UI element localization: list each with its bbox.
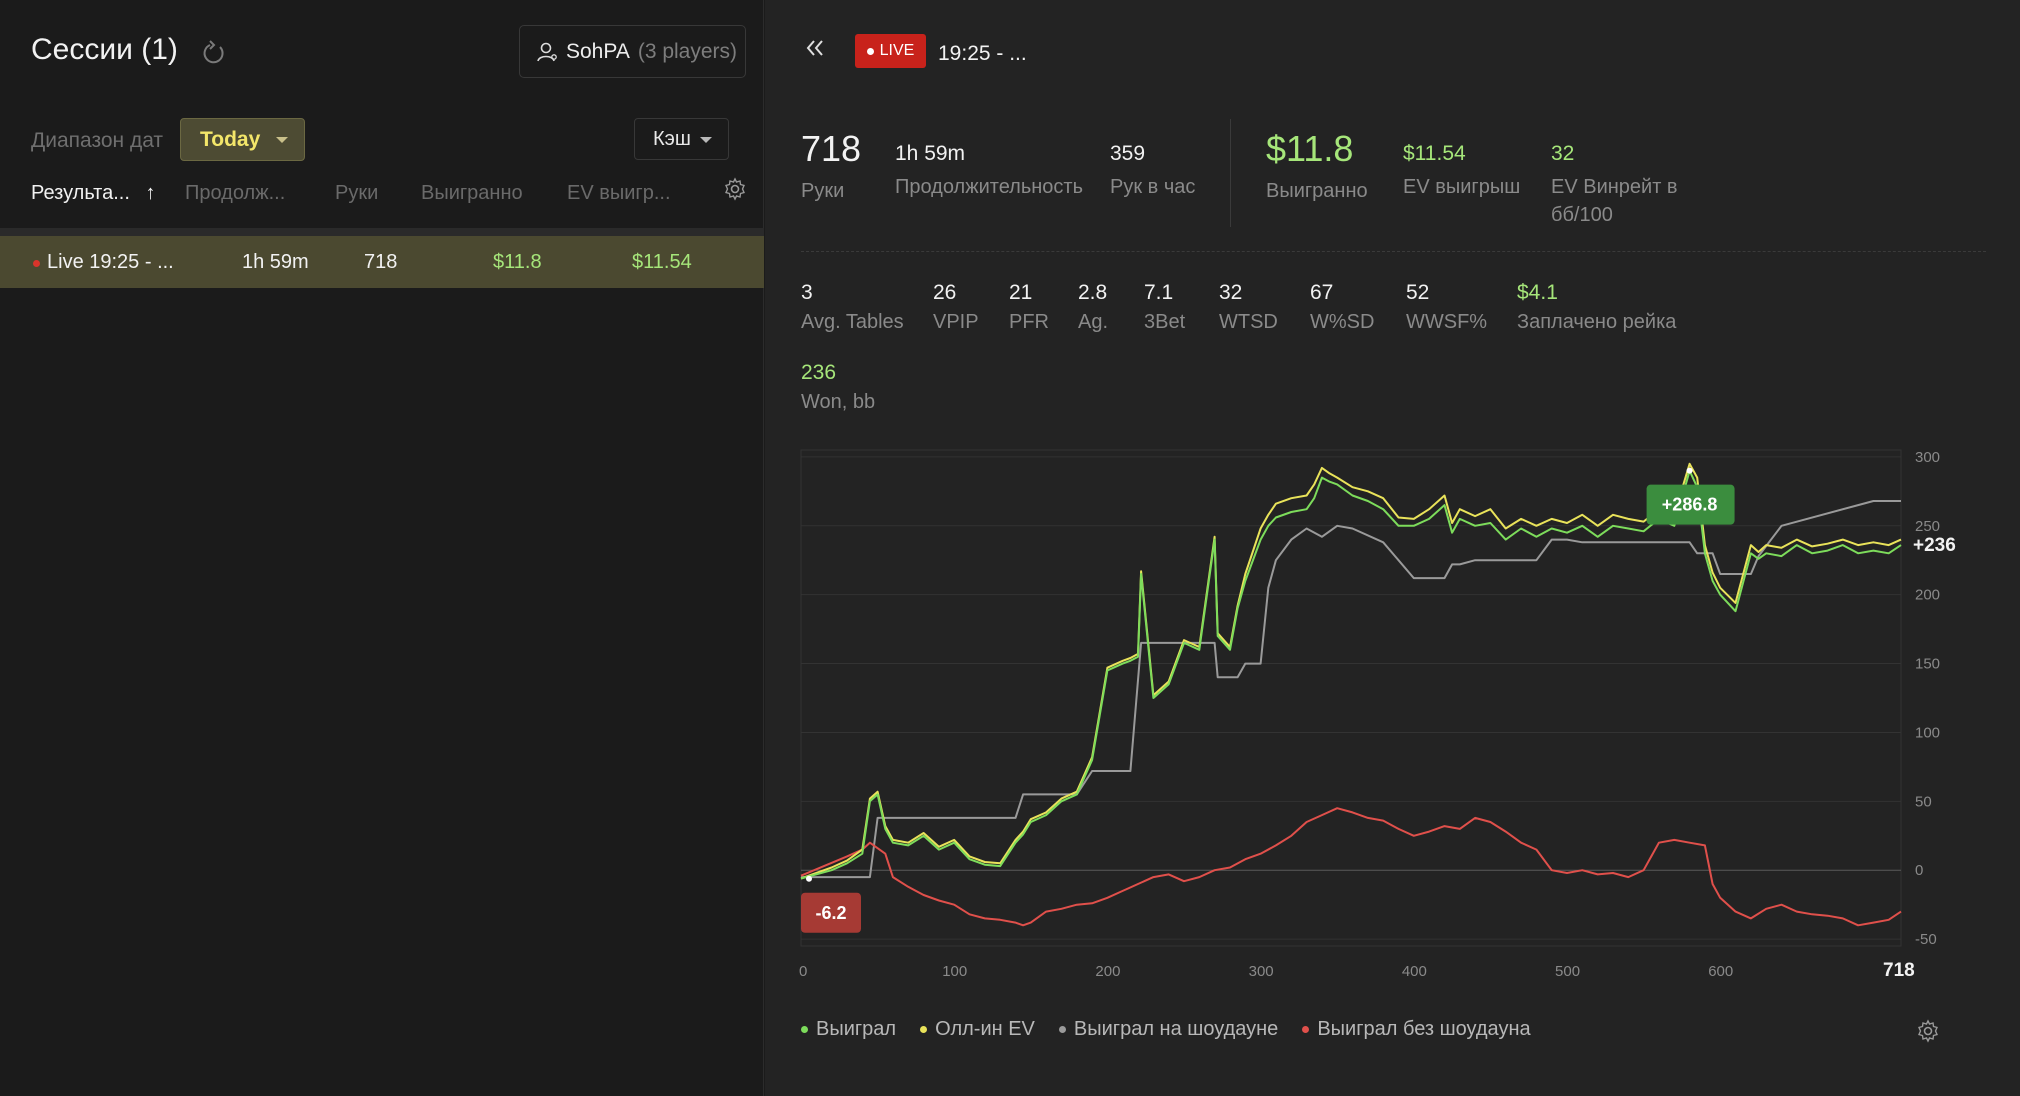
- stat-ag: 2.8 Ag.: [1078, 281, 1109, 333]
- y-tick-label: 200: [1915, 587, 1940, 604]
- x-tick-label: 600: [1708, 963, 1733, 980]
- legend-dot-icon: [1302, 1026, 1310, 1033]
- live-badge: LIVE: [855, 34, 926, 68]
- x-tick-label: 300: [1249, 963, 1274, 980]
- x-tick-label: 200: [1095, 963, 1120, 980]
- stat-wtsd: 32 WTSD: [1219, 281, 1278, 333]
- summary-divider: [1230, 119, 1231, 227]
- min-badge: [801, 892, 861, 933]
- session-time: 19:25 - ...: [938, 42, 1027, 65]
- user-icon: [537, 42, 557, 61]
- player-name: SohPA: [566, 39, 630, 63]
- won-stat: $11.8 Выигранно: [1266, 128, 1368, 202]
- y-tick-label: 300: [1915, 449, 1940, 466]
- game-type-dropdown[interactable]: Кэш: [634, 118, 729, 160]
- stat-3bet: 7.1 3Bet: [1144, 281, 1186, 333]
- live-dot-icon: [866, 47, 874, 55]
- end-value-label: +236: [1913, 535, 1956, 556]
- bankroll-chart[interactable]: 300 250 200 150 100 50 0 -50 0 100 200 300 400 500 600…: [765, 440, 2020, 1000]
- plot-frame: [800, 449, 1902, 947]
- column-hands[interactable]: Руки: [335, 182, 379, 204]
- column-won[interactable]: Выигранно: [421, 182, 523, 204]
- page-title: Сессии (1): [31, 33, 178, 66]
- x-tick-label: 100: [942, 963, 967, 980]
- x-tick-label: 0: [799, 963, 807, 980]
- max-badge: [1646, 484, 1735, 525]
- sessions-panel: Сессии (1) SohPA (3 players) Диапазон да…: [0, 0, 764, 1096]
- live-dot-icon: [33, 260, 40, 267]
- legend-item-showdown[interactable]: Выиграл на шоудауне: [1058, 1018, 1278, 1041]
- session-won: $11.8: [493, 251, 542, 273]
- y-tick-label: 50: [1915, 793, 1932, 810]
- legend-item-allin-ev[interactable]: Олл-ин EV: [920, 1018, 1035, 1041]
- player-count: (3 players): [637, 39, 738, 63]
- session-ev-won: $11.54: [632, 251, 692, 273]
- max-point: [1686, 467, 1693, 474]
- y-tick-label: -50: [1915, 931, 1937, 948]
- x-tick-label: 500: [1555, 963, 1580, 980]
- summary-separator: [801, 251, 1986, 252]
- hands-per-hour-stat: 359 Рук в час: [1110, 142, 1196, 198]
- session-name: Live 19:25 - ...: [47, 251, 174, 273]
- max-label: +286.8: [1662, 495, 1718, 515]
- header-divider: [0, 228, 764, 236]
- session-row[interactable]: Live 19:25 - ... 1h 59m 718 $11.8 $11.54: [0, 236, 764, 288]
- y-tick-label: 150: [1915, 656, 1940, 673]
- duration-stat: 1h 59m Продолжительность: [895, 142, 1083, 198]
- sort-arrow-icon: ↑: [145, 182, 156, 204]
- legend-dot-icon: [801, 1026, 808, 1033]
- session-detail-panel: LIVE 19:25 - ... 718 Руки 1h 59m Продолж…: [765, 0, 2020, 1096]
- min-point: [806, 875, 812, 882]
- y-tick-label: 100: [1915, 724, 1940, 741]
- player-selector[interactable]: SohPA (3 players): [519, 25, 746, 78]
- y-tick-label: 250: [1915, 518, 1940, 535]
- column-result[interactable]: Результа... ↑: [31, 182, 156, 204]
- stat-pfr: 21 PFR: [1009, 281, 1049, 333]
- won-bb-stat: 236 Won, bb: [801, 361, 876, 413]
- series-line: [800, 807, 1902, 927]
- date-range-value: Today: [200, 127, 261, 151]
- date-range-label: Диапазон дат: [31, 129, 164, 152]
- stat-wsd: 67 W%SD: [1310, 281, 1375, 333]
- legend-dot-icon: [1058, 1026, 1066, 1033]
- ev-winrate-stat: 32 EV Винрейт в бб/100: [1551, 142, 1678, 226]
- gear-icon[interactable]: [723, 177, 747, 201]
- stat-wwsf: 52 WWSF%: [1406, 281, 1488, 333]
- legend-item-non-showdown[interactable]: Выиграл без шоудауна: [1302, 1018, 1531, 1041]
- hands-stat: 718 Руки: [801, 128, 862, 202]
- game-type-value: Кэш: [653, 127, 691, 150]
- stat-rake: $4.1 Заплачено рейка: [1517, 281, 1677, 333]
- stat-avg-tables: 3 Avg. Tables: [801, 281, 904, 333]
- session-duration: 1h 59m: [242, 251, 309, 273]
- double-chevron-left-icon[interactable]: [803, 36, 827, 60]
- x-tick-label: 400: [1402, 963, 1427, 980]
- chevron-down-icon: [700, 137, 712, 143]
- y-tick-label: 0: [1915, 862, 1923, 879]
- legend-dot-icon: [920, 1026, 928, 1033]
- series-line: [801, 500, 1901, 879]
- chevron-down-icon: [276, 137, 288, 143]
- gear-icon[interactable]: [1916, 1019, 1940, 1043]
- series-line: [800, 462, 1902, 880]
- stat-vpip: 26 VPIP: [933, 281, 979, 333]
- ev-won-stat: $11.54 EV выигрыш: [1403, 142, 1521, 198]
- date-range-dropdown[interactable]: Today: [180, 118, 305, 161]
- refresh-icon[interactable]: [198, 38, 228, 68]
- session-hands: 718: [364, 251, 398, 273]
- x-tick-label: 718: [1883, 960, 1915, 981]
- chart-legend: Выиграл Олл-ин EV Выиграл на шоудауне Вы…: [801, 1018, 1531, 1041]
- legend-item-won[interactable]: Выиграл: [801, 1018, 896, 1041]
- column-duration[interactable]: Продолж...: [185, 182, 286, 204]
- column-ev-won[interactable]: EV выигр...: [567, 182, 671, 204]
- min-label: -6.2: [815, 903, 846, 923]
- series-line: [800, 469, 1902, 880]
